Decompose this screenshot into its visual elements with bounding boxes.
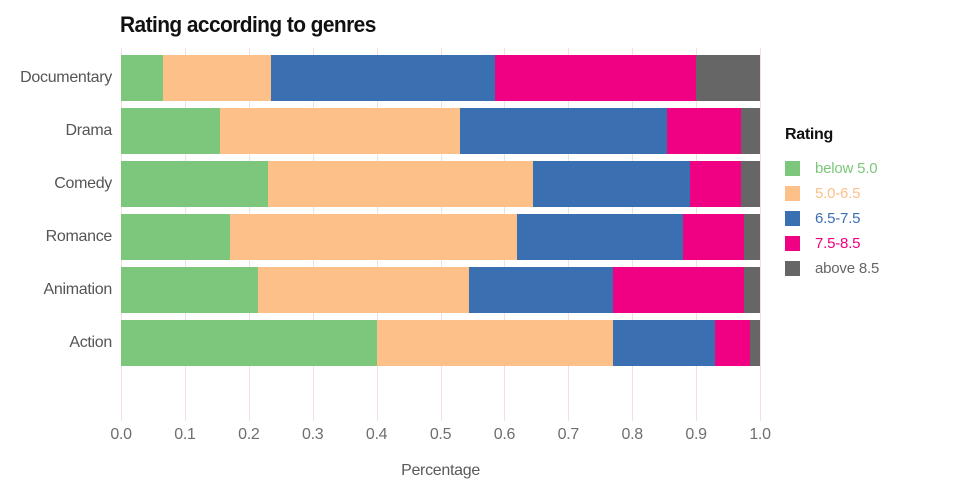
bar-segment-5.0-6.5 <box>376 320 614 366</box>
bar-segment-7.5-8.5 <box>689 161 741 207</box>
bar-animation <box>121 267 760 313</box>
bar-romance <box>121 214 760 260</box>
legend-swatch-icon <box>785 261 800 276</box>
category-label-romance: Romance <box>45 228 113 245</box>
bar-segment-below-5.0 <box>121 108 221 154</box>
bar-segment-6.5-7.5 <box>533 161 690 207</box>
legend-swatch-icon <box>785 236 800 251</box>
x-tick-label: 0.0 <box>110 426 132 443</box>
plot-area <box>121 48 761 421</box>
x-tick-label: 0.5 <box>429 426 452 443</box>
bar-segment-6.5-7.5 <box>459 108 668 154</box>
bar-segment-above-8.5 <box>744 267 760 313</box>
bar-segment-6.5-7.5 <box>613 320 716 366</box>
bar-drama <box>121 108 760 154</box>
bar-segment-7.5-8.5 <box>613 267 744 313</box>
bar-segment-5.0-6.5 <box>162 55 272 101</box>
bar-segment-5.0-6.5 <box>258 267 470 313</box>
legend-swatch-icon <box>785 211 800 226</box>
bar-documentary <box>121 55 760 101</box>
bar-segment-5.0-6.5 <box>267 161 534 207</box>
bar-segment-5.0-6.5 <box>220 108 460 154</box>
bar-segment-below-5.0 <box>121 55 163 101</box>
legend-label: above 8.5 <box>815 260 880 277</box>
legend: Rating below 5.0 5.0-6.5 6.5-7.5 7.5-8.5 abo… <box>785 126 955 281</box>
bar-segment-7.5-8.5 <box>494 55 697 101</box>
x-tick-label: 0.2 <box>238 426 260 443</box>
category-label-documentary: Documentary <box>20 69 112 86</box>
legend-items: below 5.0 5.0-6.5 6.5-7.5 7.5-8.5 above 8.5 <box>785 156 955 281</box>
legend-item: below 5.0 <box>785 156 955 181</box>
legend-swatch-icon <box>785 161 800 176</box>
bar-segment-below-5.0 <box>121 267 259 313</box>
bar-segment-above-8.5 <box>696 55 760 101</box>
chart-title: Rating according to genres <box>120 12 376 37</box>
legend-label: below 5.0 <box>815 160 878 177</box>
x-tick-label: 0.9 <box>685 426 707 443</box>
x-tick-label: 0.7 <box>557 426 580 443</box>
bar-segment-below-5.0 <box>121 320 377 366</box>
bar-segment-above-8.5 <box>740 108 760 154</box>
bar-segment-above-8.5 <box>750 320 760 366</box>
bar-segment-above-8.5 <box>740 161 760 207</box>
legend-item: 7.5-8.5 <box>785 231 955 256</box>
bar-segment-7.5-8.5 <box>667 108 741 154</box>
legend-item: 6.5-7.5 <box>785 206 955 231</box>
legend-label: 5.0-6.5 <box>815 185 861 202</box>
bar-segment-6.5-7.5 <box>469 267 614 313</box>
x-tick-label: 1.0 <box>749 426 771 443</box>
bar-segment-6.5-7.5 <box>271 55 495 101</box>
legend-item: 5.0-6.5 <box>785 181 955 206</box>
legend-label: 7.5-8.5 <box>815 235 861 252</box>
x-tick-label: 0.3 <box>302 426 324 443</box>
bar-segment-above-8.5 <box>744 214 760 260</box>
x-tick-label: 0.4 <box>365 426 388 443</box>
x-tick-label: 0.1 <box>174 426 196 443</box>
bar-action <box>121 320 760 366</box>
bar-comedy <box>121 161 760 207</box>
category-label-animation: Animation <box>43 281 113 298</box>
legend-swatch-icon <box>785 186 800 201</box>
bar-segment-7.5-8.5 <box>683 214 745 260</box>
bar-segment-7.5-8.5 <box>715 320 751 366</box>
bar-segment-below-5.0 <box>121 214 230 260</box>
category-label-drama: Drama <box>65 122 112 139</box>
bar-segment-5.0-6.5 <box>229 214 518 260</box>
gridline <box>760 48 761 421</box>
legend-item: above 8.5 <box>785 256 955 281</box>
legend-label: 6.5-7.5 <box>815 210 861 227</box>
bar-segment-6.5-7.5 <box>517 214 684 260</box>
category-label-action: Action <box>69 334 112 351</box>
legend-title: Rating <box>785 126 833 143</box>
x-tick-label: 0.6 <box>493 426 516 443</box>
category-label-comedy: Comedy <box>54 175 112 192</box>
bar-segment-below-5.0 <box>121 161 268 207</box>
x-axis-title: Percentage <box>401 462 480 479</box>
x-tick-label: 0.8 <box>621 426 644 443</box>
